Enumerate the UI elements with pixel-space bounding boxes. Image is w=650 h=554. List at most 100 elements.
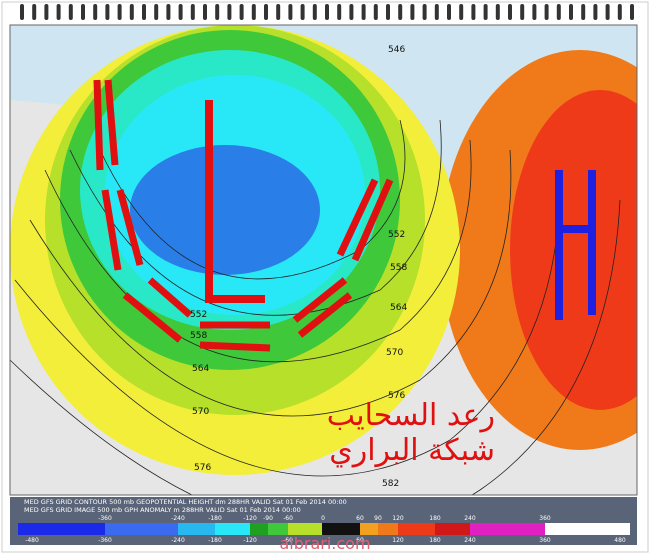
colorbar-segment bbox=[545, 523, 630, 535]
ring bbox=[81, 4, 85, 20]
colorbar-label: 480 bbox=[614, 537, 626, 544]
ring bbox=[44, 4, 49, 20]
ring bbox=[32, 4, 37, 20]
contour-label: 564 bbox=[390, 303, 407, 313]
anomaly-blue bbox=[130, 145, 320, 275]
contour-label: 564 bbox=[192, 364, 209, 374]
colorbar-segment bbox=[288, 523, 322, 535]
ring bbox=[105, 4, 110, 20]
ring bbox=[129, 4, 134, 20]
contour-label: 558 bbox=[390, 263, 407, 273]
arrows bbox=[93, 79, 394, 352]
ring bbox=[447, 4, 451, 20]
caption: شبكة البراري bbox=[329, 433, 495, 468]
colorbar-label: -480 bbox=[25, 537, 39, 544]
ring bbox=[361, 4, 366, 20]
colorbar-label: 180 bbox=[429, 537, 441, 544]
ring bbox=[215, 4, 220, 20]
ring bbox=[337, 4, 342, 20]
colorbar-segment bbox=[215, 523, 250, 535]
contour-label: 576 bbox=[388, 391, 405, 401]
ring bbox=[471, 4, 476, 20]
ring bbox=[532, 4, 537, 20]
colorbar-segment bbox=[378, 523, 398, 535]
ring bbox=[459, 4, 464, 20]
ring bbox=[300, 4, 305, 20]
map-frame bbox=[9, 24, 638, 496]
ring bbox=[556, 4, 561, 20]
contour-label: 546 bbox=[388, 45, 405, 55]
colorbar-label: -360 bbox=[98, 537, 112, 544]
ring bbox=[434, 4, 439, 20]
ring bbox=[483, 4, 488, 20]
legend-line: MED GFS GRID IMAGE 500 mb GPH ANOMALY m … bbox=[24, 506, 301, 514]
ring bbox=[581, 4, 586, 20]
colorbar-segment bbox=[322, 523, 360, 535]
ring bbox=[312, 4, 317, 20]
legend-panel bbox=[10, 497, 637, 545]
ring bbox=[605, 4, 610, 20]
ring bbox=[386, 4, 390, 20]
anomaly-red bbox=[510, 90, 637, 410]
ring bbox=[117, 4, 122, 20]
contour-label: 570 bbox=[386, 348, 403, 358]
colorbar-label: -240 bbox=[171, 515, 185, 522]
contour-label: 552 bbox=[388, 230, 405, 240]
colorbar-label: 360 bbox=[539, 515, 551, 522]
ring bbox=[617, 4, 622, 20]
ring bbox=[68, 4, 73, 20]
colorbar-label: 180 bbox=[429, 515, 441, 522]
colorbar-label: 360 bbox=[539, 537, 551, 544]
ring bbox=[569, 4, 573, 20]
map: 552 558 564 570 576 582 546 552 558 564 570 576 رعد… bbox=[10, 25, 637, 495]
ring bbox=[227, 4, 232, 20]
low-marker bbox=[205, 100, 265, 303]
colorbar-label: -360 bbox=[98, 515, 112, 522]
colorbar-segment bbox=[435, 523, 470, 535]
ring bbox=[276, 4, 281, 20]
contour-labels: 552 558 564 570 576 582 546 552 558 564 570 576 bbox=[190, 45, 407, 489]
colorbar-label: 60 bbox=[356, 515, 364, 522]
ring bbox=[288, 4, 293, 20]
colorbar-label: -60 bbox=[283, 515, 293, 522]
ring bbox=[154, 4, 159, 20]
ring bbox=[190, 4, 195, 20]
colorbar-segment bbox=[105, 523, 178, 535]
watermark: albrari.com bbox=[279, 534, 370, 553]
ring bbox=[142, 4, 146, 20]
contour-label: 558 bbox=[190, 331, 207, 341]
ring bbox=[178, 4, 183, 20]
high-marker bbox=[555, 170, 596, 320]
colorbar-label: -180 bbox=[208, 537, 222, 544]
ring bbox=[166, 4, 171, 20]
ring bbox=[56, 4, 61, 20]
ring bbox=[203, 4, 207, 20]
ring bbox=[593, 4, 598, 20]
colorbar-label: -60 bbox=[283, 537, 293, 544]
ring bbox=[508, 4, 512, 20]
ring bbox=[20, 4, 24, 20]
colorbar-label: 240 bbox=[464, 515, 476, 522]
ring bbox=[93, 4, 98, 20]
caption: رعد السحايب bbox=[327, 398, 495, 433]
ring bbox=[325, 4, 329, 20]
contour-label: 552 bbox=[190, 310, 207, 320]
colorbar-segment bbox=[250, 523, 268, 535]
ring bbox=[630, 4, 634, 20]
colorbar-segment bbox=[470, 523, 545, 535]
spiral-binding bbox=[20, 4, 634, 20]
ring bbox=[544, 4, 549, 20]
colorbar-segment bbox=[268, 523, 288, 535]
colorbar-segment bbox=[178, 523, 215, 535]
colorbar-label: 60 bbox=[356, 537, 364, 544]
ring bbox=[349, 4, 354, 20]
colorbar-label: -240 bbox=[171, 537, 185, 544]
colorbar-label: 120 bbox=[392, 537, 404, 544]
contour-label: 570 bbox=[192, 407, 209, 417]
colorbar-label: -90 bbox=[263, 515, 273, 522]
colorbar: -360 -240 -180 -120 -90 -60 0 60 90 120 180 240 360 -… bbox=[18, 515, 630, 544]
ring bbox=[373, 4, 378, 20]
legend-line: MED GFS GRID CONTOUR 500 mb GEOPOTENTIAL… bbox=[24, 498, 347, 506]
colorbar-label: 90 bbox=[374, 515, 382, 522]
